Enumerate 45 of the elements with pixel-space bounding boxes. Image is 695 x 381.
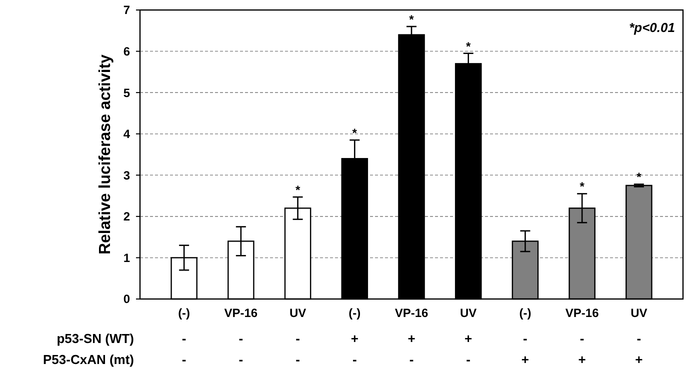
text: + xyxy=(464,331,473,346)
y-tick-label: 2 xyxy=(123,210,130,224)
y-tick-label: 3 xyxy=(123,168,130,182)
text: - xyxy=(238,352,244,367)
x-tick-label: UV xyxy=(460,306,477,320)
data-label: * xyxy=(409,12,414,27)
text: + xyxy=(350,331,359,346)
data-label: * xyxy=(352,126,358,140)
x-tick-label: UV xyxy=(289,306,306,320)
text: + xyxy=(578,352,586,367)
data-label: * xyxy=(636,170,642,184)
text: - xyxy=(296,331,300,346)
x-tick-label: (-) xyxy=(519,306,532,320)
x-tick-label: (-) xyxy=(348,306,361,320)
text: + xyxy=(635,352,644,367)
text: - xyxy=(296,352,300,367)
y-tick-label: 1 xyxy=(123,250,130,265)
y-tick-label: 6 xyxy=(123,44,130,58)
y-tick-label: 5 xyxy=(123,86,130,100)
x-tick-label: VP-16 xyxy=(565,306,600,320)
y-axis-title: Relative luciferase activity xyxy=(97,54,114,255)
data-label: * xyxy=(295,183,300,198)
y-tick-label: 4 xyxy=(123,127,130,142)
text: - xyxy=(352,352,357,367)
data-label: * xyxy=(466,39,472,54)
annotation: *p<0.01 xyxy=(629,20,675,35)
y-tick-label: 0 xyxy=(123,292,130,306)
text: - xyxy=(523,331,528,346)
text: - xyxy=(182,331,186,346)
x-tick-label: (-) xyxy=(178,306,190,320)
text: - xyxy=(238,331,244,346)
text: - xyxy=(580,331,584,346)
text: - xyxy=(466,352,471,367)
data-label: * xyxy=(580,180,585,194)
x-tick-label: UV xyxy=(630,306,648,320)
text: - xyxy=(182,352,186,367)
text: + xyxy=(408,331,416,346)
x-tick-label: VP-16 xyxy=(224,306,258,320)
y-tick-label: 7 xyxy=(123,3,130,18)
text: p53-SN (WT) xyxy=(56,331,134,346)
x-tick-label: VP-16 xyxy=(394,306,428,320)
text: + xyxy=(521,352,530,367)
text: - xyxy=(636,331,642,346)
text: P53-CxAN (mt) xyxy=(42,352,134,367)
text: - xyxy=(409,352,414,367)
